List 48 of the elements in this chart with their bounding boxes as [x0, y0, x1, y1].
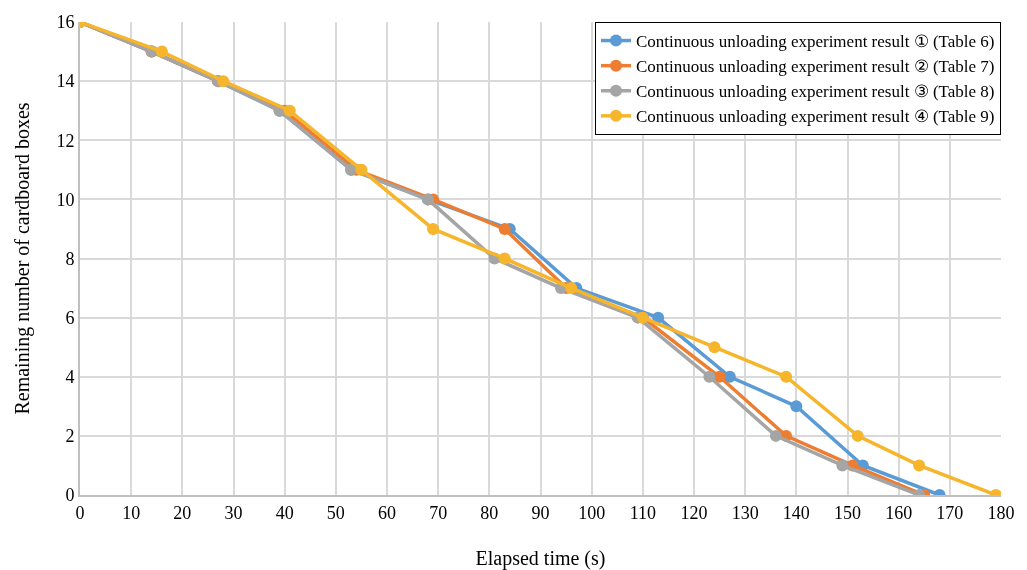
x-axis-title: Elapsed time (s) [475, 547, 606, 570]
point [851, 429, 864, 442]
x-tick-label: 170 [936, 502, 964, 523]
point [498, 252, 511, 265]
y-tick-label: 8 [65, 248, 75, 269]
x-tick-label: 30 [224, 502, 243, 523]
x-tick-label: 40 [275, 502, 294, 523]
x-tick-label: 100 [578, 502, 606, 523]
point [708, 341, 721, 354]
y-tick-label: 4 [65, 367, 75, 388]
x-tick-label: 160 [885, 502, 913, 523]
x-tick-label: 130 [731, 502, 759, 523]
x-tick-label: 110 [629, 502, 656, 523]
x-tick-label: 50 [326, 502, 345, 523]
y-tick-label: 14 [56, 71, 75, 92]
point [283, 104, 296, 117]
point [217, 75, 230, 88]
x-tick-label: 150 [834, 502, 861, 523]
point [355, 163, 368, 176]
legend-label: Continuous unloading experiment result ③ (Table 8) [636, 82, 995, 102]
y-tick-label: 2 [65, 426, 75, 447]
point [703, 370, 716, 383]
y-tick-label: 6 [65, 307, 75, 328]
x-tick-label: 20 [173, 502, 192, 523]
x-tick-label: 120 [680, 502, 708, 523]
legend-label: Continuous unloading experiment result ④ (Table 9) [636, 107, 995, 127]
y-tick-label: 0 [65, 485, 75, 506]
point [155, 45, 168, 58]
point [790, 400, 803, 413]
point [913, 459, 926, 472]
x-tick-label: 10 [122, 502, 141, 523]
x-tick-label: 80 [480, 502, 499, 523]
legend-label: Continuous unloading experiment result ② (Table 7) [636, 57, 995, 77]
point [836, 459, 849, 472]
x-tick-label: 60 [378, 502, 396, 523]
legend-label: Continuous unloading experiment result ① (Table 6) [636, 32, 995, 52]
point [769, 429, 782, 442]
x-tick-label: 70 [429, 502, 448, 523]
y-tick-label: 12 [56, 130, 75, 151]
y-tick-label: 10 [56, 189, 75, 210]
x-tick-label: 140 [782, 502, 810, 523]
point [780, 370, 793, 383]
y-axis-title: Remaining number of cardboard boxes [11, 102, 34, 415]
x-tick-label: 90 [531, 502, 550, 523]
point [498, 222, 511, 235]
x-tick-label: 180 [987, 502, 1015, 523]
y-tick-label: 16 [56, 12, 75, 33]
point [427, 222, 440, 235]
